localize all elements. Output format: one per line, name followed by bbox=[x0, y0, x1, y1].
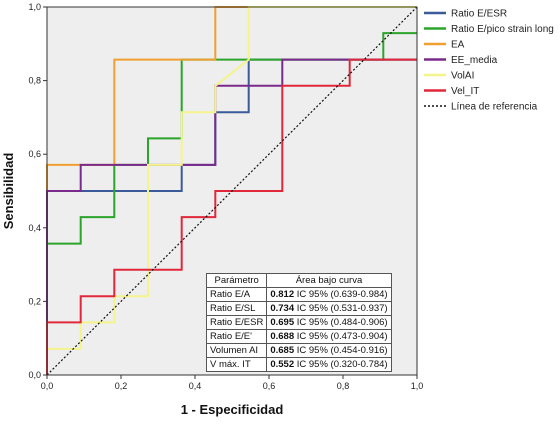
auc-row-value: 0.688 IC 95% (0.473-0.904) bbox=[266, 329, 392, 344]
table-row: Ratio E/ESR 0.695 IC 95% (0.484-0.906) bbox=[205, 315, 392, 330]
x-tick-label: 0,2 bbox=[115, 381, 128, 391]
x-axis-title: 1 - Especificidad bbox=[181, 402, 284, 417]
auc-table: Parámetro Área bajo curva Ratio E/A 0.81… bbox=[205, 273, 392, 372]
plot-frame bbox=[46, 6, 418, 376]
auc-row-value: 0.552 IC 95% (0.320-0.784) bbox=[266, 357, 392, 372]
series-line-volai bbox=[46, 6, 417, 375]
y-tick-label: 0,4 bbox=[28, 223, 41, 233]
series-line-vel-it bbox=[46, 58, 417, 375]
auc-value: 0.812 bbox=[270, 289, 295, 300]
y-tick-label: 0,8 bbox=[28, 76, 41, 86]
y-tick-label: 0,0 bbox=[28, 370, 41, 380]
auc-row-name: Ratio E/ESR bbox=[205, 315, 268, 330]
y-tick-label: 0,2 bbox=[28, 296, 41, 306]
auc-value: 0.688 bbox=[270, 331, 295, 342]
axis-ticks: 0,0 0,2 0,4 0,6 0,8 1,0 0,0 0,2 0,4 0,6 0,8 1,0 bbox=[28, 2, 423, 391]
auc-row-value: 0.685 IC 95% (0.454-0.916) bbox=[266, 343, 392, 358]
x-tick-label: 1,0 bbox=[411, 381, 424, 391]
auc-row-name: Volumen AI bbox=[205, 343, 268, 358]
table-row: Ratio E/E' 0.688 IC 95% (0.473-0.904) bbox=[205, 329, 392, 344]
legend-label: Ratio E/pico strain long bbox=[451, 24, 554, 35]
legend-label: Vel_IT bbox=[451, 86, 479, 97]
series-line-ee-media bbox=[46, 58, 417, 375]
y-axis-title: Sensibilidad bbox=[1, 153, 16, 230]
table-row: Ratio E/A 0.812 IC 95% (0.639-0.984) bbox=[205, 287, 392, 302]
auc-header-parameter: Parámetro bbox=[205, 273, 268, 288]
table-row: V máx. IT 0.552 IC 95% (0.320-0.784) bbox=[205, 357, 392, 372]
x-tick-label: 0,8 bbox=[337, 381, 350, 391]
y-tick-label: 1,0 bbox=[28, 2, 41, 12]
auc-ci: IC 95% (0.473-0.904) bbox=[296, 331, 388, 342]
auc-value: 0.734 bbox=[270, 303, 295, 314]
legend-label: EA bbox=[451, 40, 465, 51]
auc-ci: IC 95% (0.320-0.784) bbox=[296, 359, 388, 370]
table-row: Ratio E/SL 0.734 IC 95% (0.531-0.937) bbox=[205, 301, 392, 316]
auc-row-value: 0.734 IC 95% (0.531-0.937) bbox=[266, 301, 392, 316]
auc-table-header-row: Parámetro Área bajo curva bbox=[205, 273, 392, 288]
reference-line bbox=[46, 6, 418, 376]
y-tick-label: 0,6 bbox=[28, 149, 41, 159]
auc-row-name: Ratio E/A bbox=[205, 287, 268, 302]
auc-row-value: 0.812 IC 95% (0.639-0.984) bbox=[266, 287, 392, 302]
auc-row-name: Ratio E/E' bbox=[205, 329, 268, 344]
auc-row-name: V máx. IT bbox=[205, 357, 268, 372]
auc-header-area: Área bajo curva bbox=[266, 273, 392, 288]
auc-ci: IC 95% (0.484-0.906) bbox=[296, 317, 388, 328]
legend-label: Línea de referencia bbox=[451, 102, 538, 113]
x-tick-label: 0,0 bbox=[41, 381, 54, 391]
auc-value: 0.552 bbox=[270, 359, 295, 370]
auc-row-value: 0.695 IC 95% (0.484-0.906) bbox=[266, 315, 392, 330]
auc-value: 0.685 bbox=[270, 345, 295, 356]
auc-ci: IC 95% (0.531-0.937) bbox=[296, 303, 388, 314]
auc-value: 0.695 bbox=[270, 317, 295, 328]
x-tick-label: 0,4 bbox=[189, 381, 202, 391]
x-tick-label: 0,6 bbox=[263, 381, 276, 391]
legend: Ratio E/ESR Ratio E/pico strain long EA EE_… bbox=[424, 9, 554, 113]
table-row: Volumen AI 0.685 IC 95% (0.454-0.916) bbox=[205, 343, 392, 358]
legend-label: VolAI bbox=[451, 71, 474, 82]
auc-row-name: Ratio E/SL bbox=[205, 301, 268, 316]
auc-ci: IC 95% (0.454-0.916) bbox=[296, 345, 388, 356]
legend-label: Ratio E/ESR bbox=[451, 9, 507, 20]
auc-ci: IC 95% (0.639-0.984) bbox=[296, 289, 388, 300]
legend-label: EE_media bbox=[451, 55, 498, 66]
